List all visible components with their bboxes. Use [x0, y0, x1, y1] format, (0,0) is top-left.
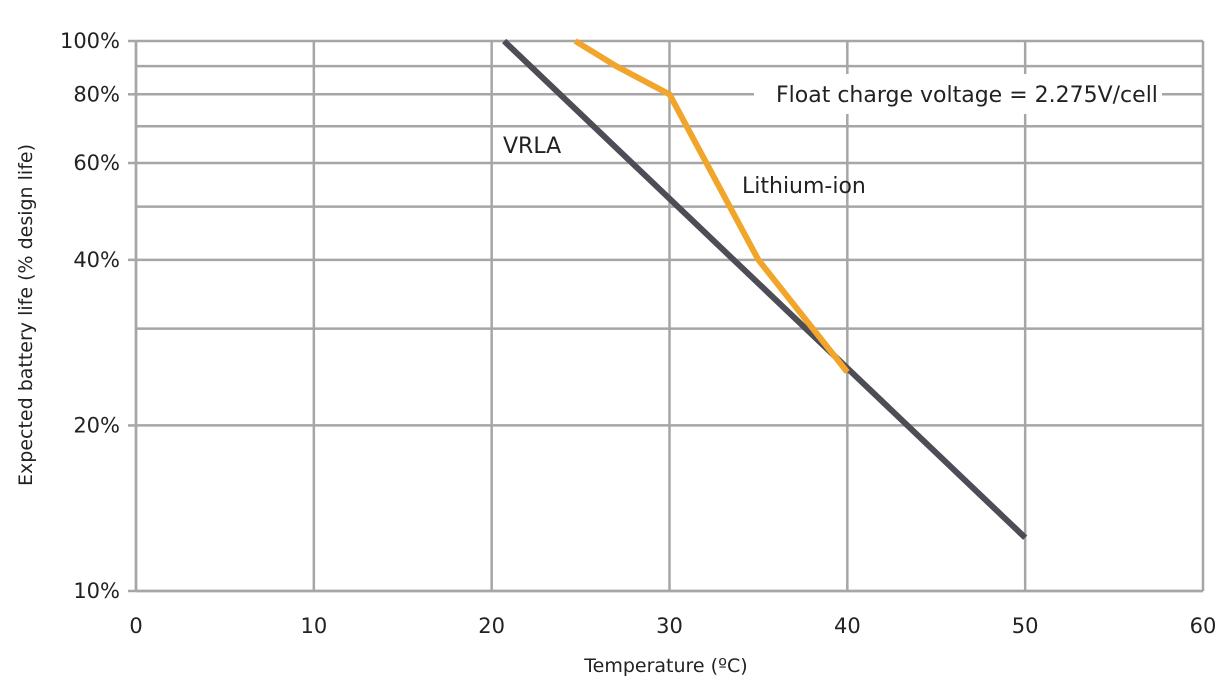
x-axis-label: Temperature (ºC): [583, 655, 747, 677]
y-tick-label: 40%: [73, 248, 120, 272]
x-tick-label: 60: [1190, 614, 1217, 638]
series-line-lithium-ion: [573, 38, 850, 374]
y-tick-label: 60%: [73, 151, 120, 175]
x-tick-label: 30: [656, 614, 683, 638]
x-tick-label: 50: [1012, 614, 1039, 638]
x-tick-label: 40: [834, 614, 861, 638]
y-tick-label: 80%: [73, 82, 120, 106]
grid: [128, 39, 1205, 593]
series-line-vrla: [502, 38, 1028, 540]
x-tick-label: 0: [129, 614, 142, 638]
x-tick-labels: 0 10 20 30 40 50 60: [129, 614, 1216, 638]
y-axis-label: Expected battery life (% design life): [15, 144, 37, 486]
y-tick-label: 100%: [60, 29, 120, 53]
y-tick-label: 20%: [73, 413, 120, 437]
series-group: [502, 38, 1028, 540]
annotation-background: [754, 74, 1162, 114]
x-tick-label: 20: [478, 614, 505, 638]
y-tick-labels: 10% 20% 40% 60% 80% 100%: [60, 29, 120, 603]
float-charge-annotation: Float charge voltage = 2.275V/cell: [776, 83, 1158, 108]
y-tick-label: 10%: [73, 579, 120, 603]
series-label-lithium-ion: Lithium-ion: [742, 174, 866, 199]
x-tick-label: 10: [300, 614, 327, 638]
series-label-vrla: VRLA: [503, 134, 561, 159]
